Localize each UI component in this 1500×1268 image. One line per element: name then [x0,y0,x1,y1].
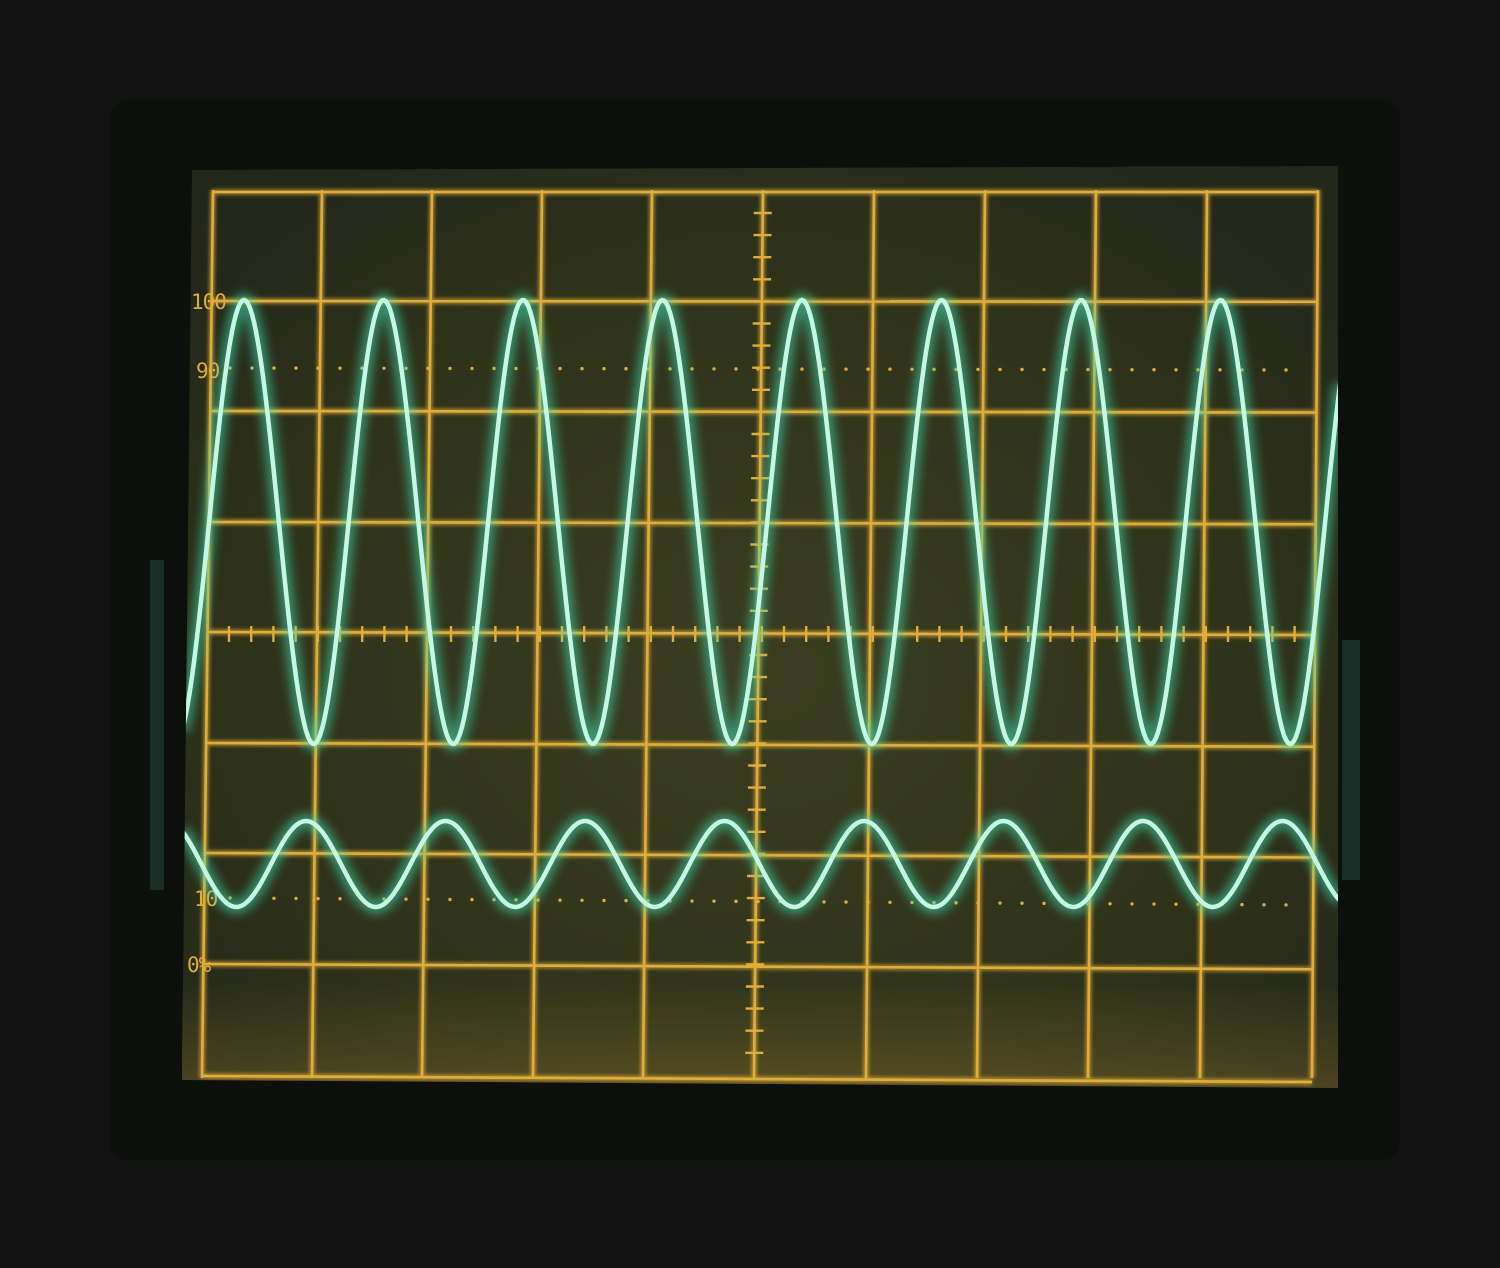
graticule-hline [201,1074,1313,1084]
reference-dot [844,900,848,904]
reference-dot [910,900,914,905]
reference-dot [338,366,342,370]
reference-dot [1020,901,1024,905]
reference-dot [844,367,848,371]
bezel-right-glint [1342,640,1360,880]
reference-dot [294,896,298,901]
reference-dot [602,367,606,371]
reference-dot [448,366,452,371]
reference-dot [492,366,496,371]
graticule-hline [205,741,1315,749]
reference-dot [1262,903,1266,907]
reference-dot [690,367,694,371]
reference-dot [426,897,430,901]
reference-dot [712,899,716,903]
reference-dot [888,367,892,371]
reference-dot [998,367,1002,372]
reference-dot [294,366,298,370]
reference-dot [756,899,760,904]
reference-dot [338,897,342,901]
reference-dot [448,897,452,902]
reference-dot [954,901,958,905]
reference-dot [580,366,584,371]
label-90-percent: 90 [196,359,220,383]
reference-dot [734,367,738,371]
reference-dot [404,897,408,901]
reference-dot [1240,902,1244,907]
reference-dot [1108,902,1112,906]
reference-dot [580,898,584,903]
reference-dot [1174,902,1178,906]
reference-dot [866,900,870,904]
reference-dot [976,367,980,372]
reference-dot [1152,902,1156,906]
reference-dot [1262,368,1266,372]
reference-dot [1130,902,1134,906]
reference-dot [250,366,254,370]
reference-dot [602,898,606,903]
reference-dot [668,367,672,371]
reference-dot [1284,368,1288,372]
reference-dot [1108,367,1112,372]
reference-dot [1086,367,1090,372]
reference-dot [1174,368,1178,372]
reference-dot [822,900,826,904]
reference-dot [272,366,276,370]
label-100-percent: 100 [191,290,226,314]
reference-dot [1152,368,1156,372]
reference-dot [470,897,474,902]
reference-dot [1042,901,1046,906]
reference-dot [1020,367,1024,372]
reference-dot [514,366,518,371]
reference-dot [316,896,320,901]
screen-bottom-glow [182,980,1338,1088]
reference-dot [624,367,628,371]
reference-dot [888,900,892,905]
reference-dot [382,366,386,370]
reference-dot [690,899,694,903]
reference-dot [1284,903,1288,907]
reference-dot [976,901,980,905]
small-sine-trace [182,818,1338,910]
reference-dot [558,366,562,371]
label-0-percent: 0% [187,953,212,977]
reference-dot [272,896,276,900]
reference-dot [800,367,804,371]
reference-dot [998,901,1002,905]
reference-dot [756,367,760,371]
graticule-hline [202,962,1314,971]
reference-dot [1218,368,1222,372]
reference-dot [734,899,738,904]
reference-dot [470,366,474,371]
reference-dot [866,367,870,371]
reference-dot [426,366,430,371]
reference-dot [316,366,320,370]
reference-dot [1130,367,1134,372]
reference-dot [624,898,628,903]
bezel-left-glint [150,560,164,890]
reference-dot [910,367,914,371]
reference-dot [558,898,562,902]
large-sine-trace [182,297,1338,747]
reference-dot [712,367,716,371]
graticule-vline [200,189,215,1079]
reference-dot [932,367,936,372]
waveform-traces [182,292,1338,915]
reference-dot [1042,367,1046,372]
